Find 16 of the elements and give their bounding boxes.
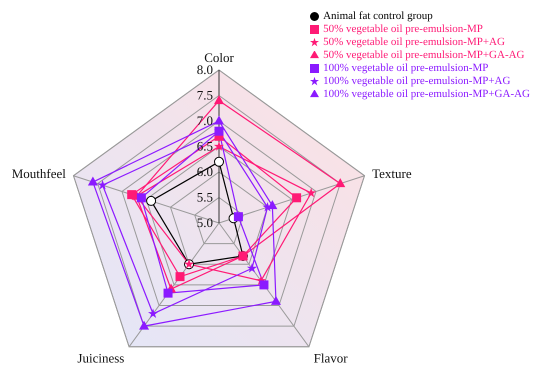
legend-label: 100% vegetable oil pre-emulsion-MP+AG	[323, 75, 510, 87]
y-tick-label: 5.5	[196, 190, 213, 204]
y-tick-label: 7.5	[196, 88, 213, 102]
legend-label: 100% vegetable oil pre-emulsion-MP+GA-AG	[323, 88, 530, 100]
spoke-label: Mouthfeel	[12, 166, 66, 181]
legend-label: 100% vegetable oil pre-emulsion-MP	[323, 62, 488, 74]
legend-label: Animal fat control group	[323, 10, 433, 22]
spoke-label: Color	[204, 50, 234, 65]
y-tick-label: 5.0	[196, 215, 213, 230]
spoke-label: Flavor	[314, 350, 348, 366]
spoke-label: Texture	[372, 166, 412, 181]
legend-label: 50% vegetable oil pre-emulsion-MP+AG	[323, 36, 505, 48]
spoke-label: Juiciness	[77, 350, 124, 366]
y-tick-label: 8.0	[196, 62, 213, 77]
legend-label: 50% vegetable oil pre-emulsion-MP	[323, 23, 483, 35]
legend-label: 50% vegetable oil pre-emulsion-MP+GA-AG	[323, 49, 524, 61]
